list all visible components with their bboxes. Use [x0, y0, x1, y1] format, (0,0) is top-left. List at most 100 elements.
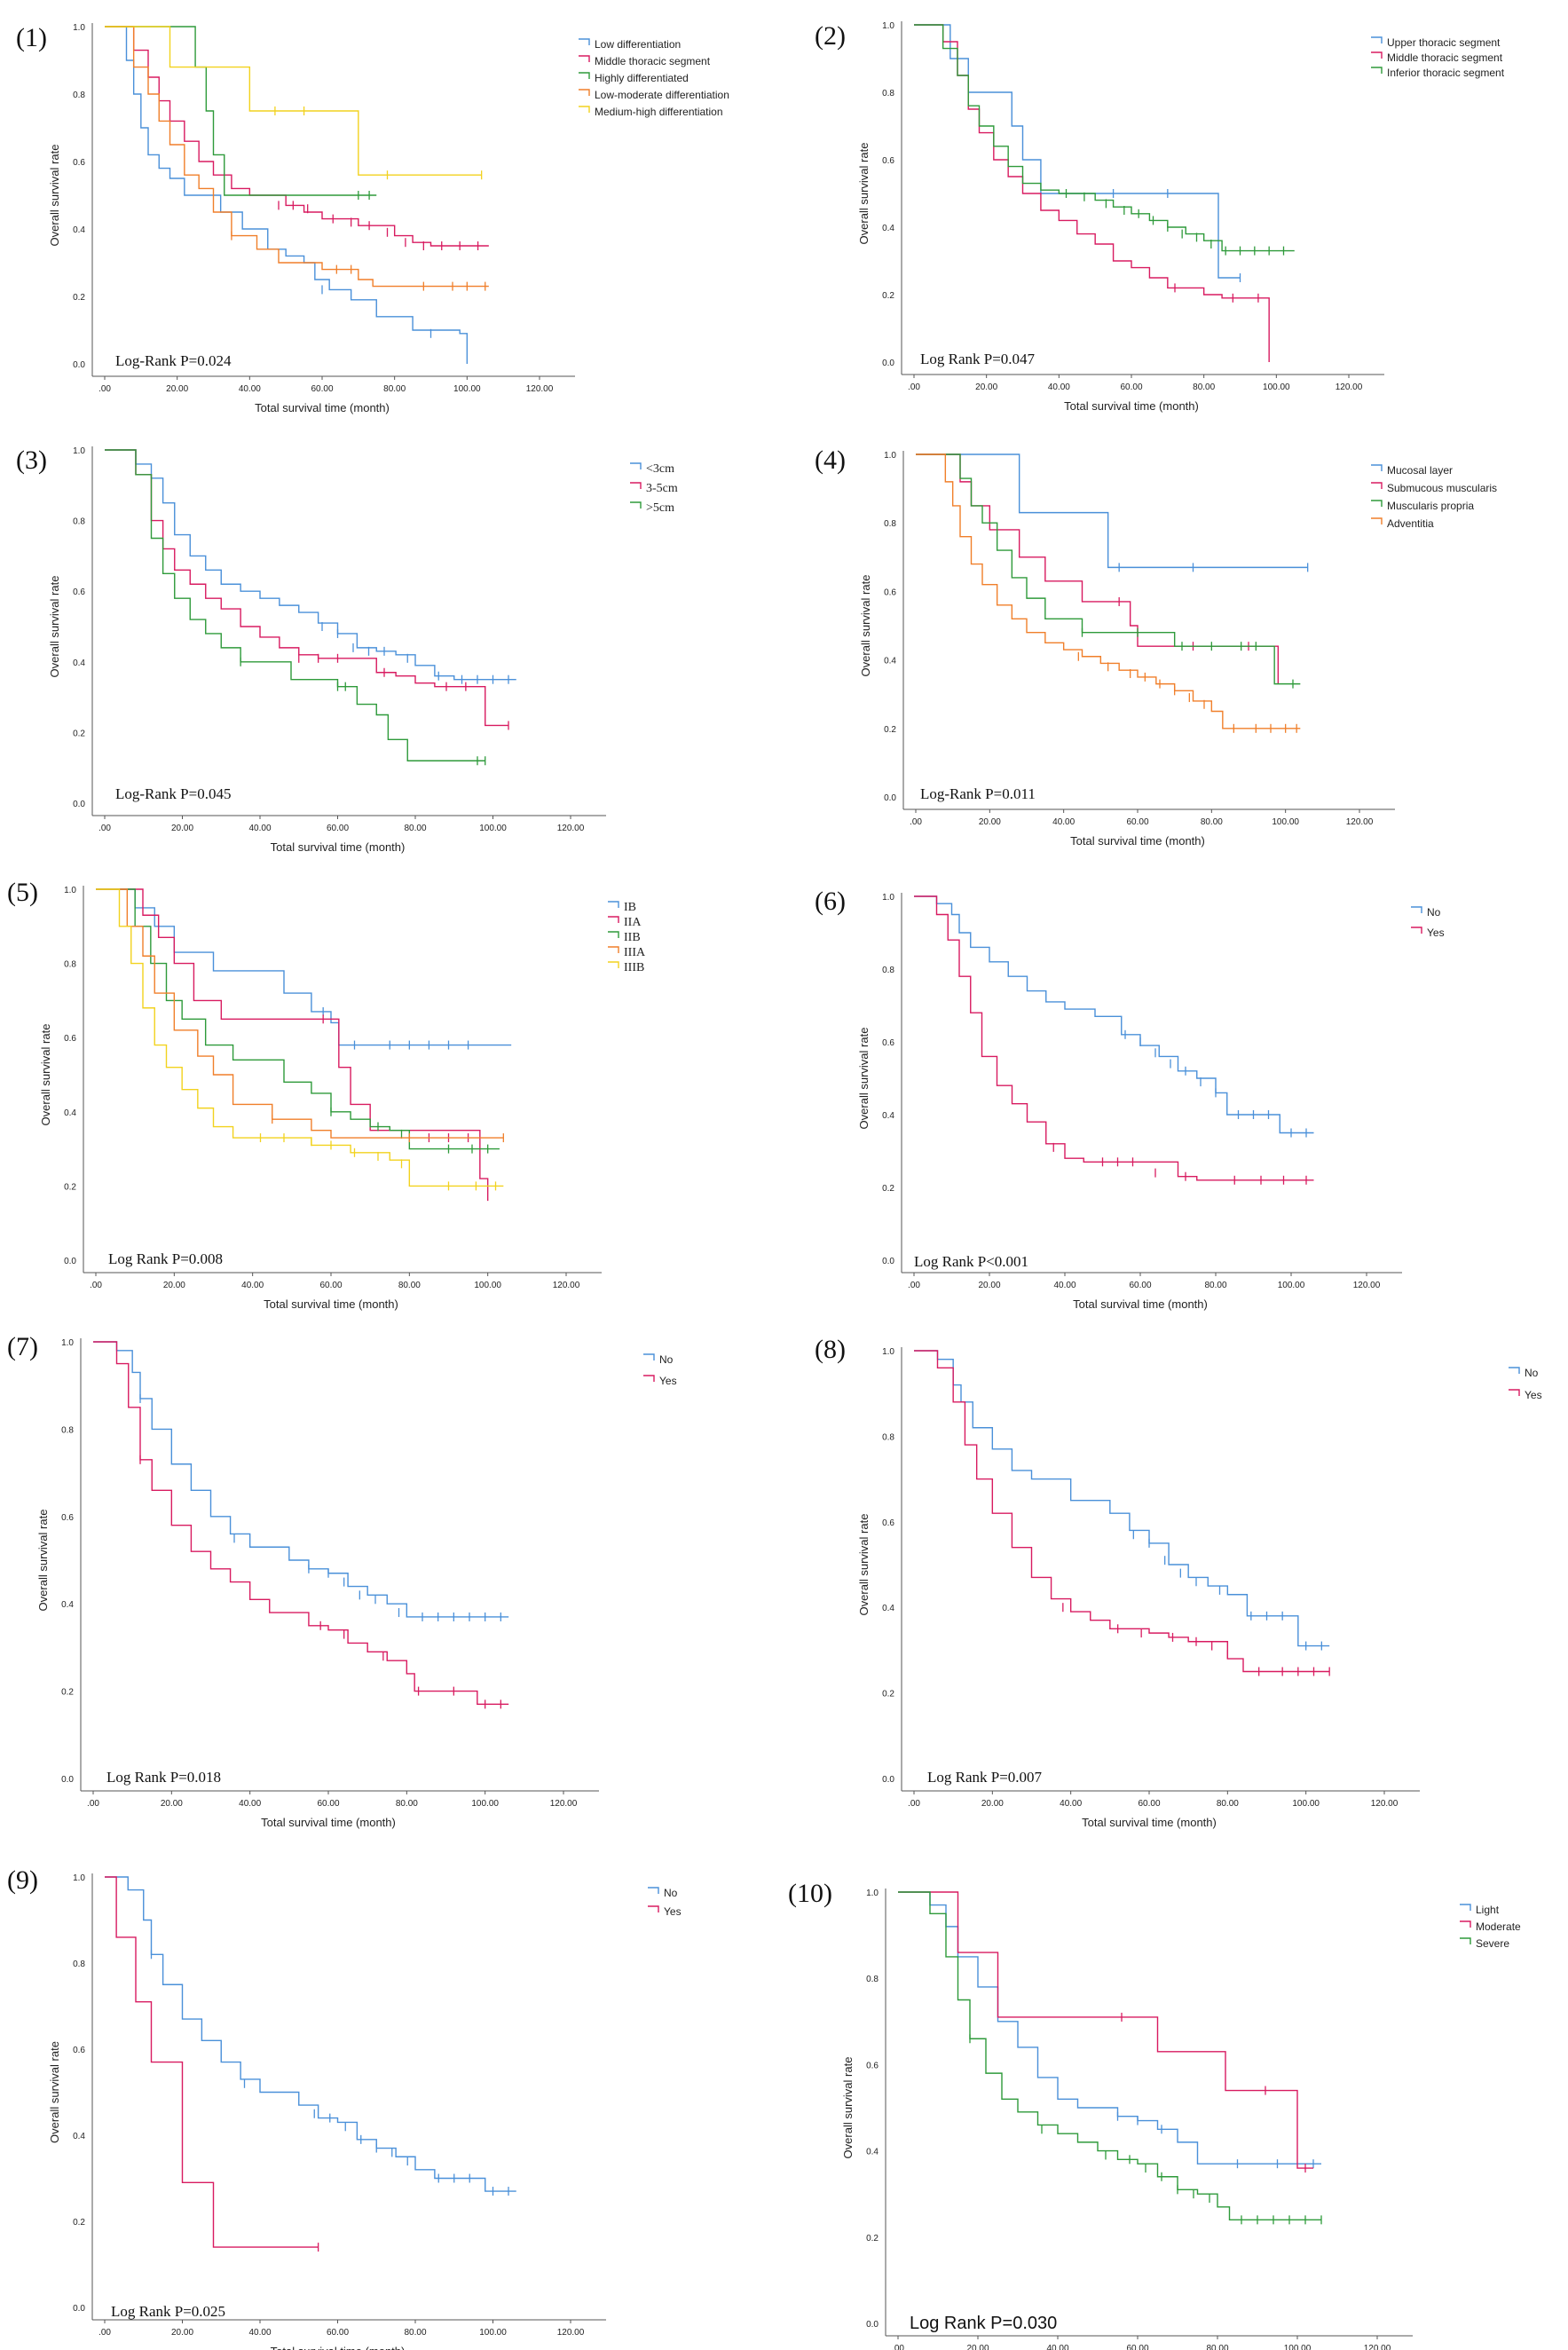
km-panel-1: (1) 0.0 0.2 0.4 0.6 0.8 1.0 .00 20.00 40.00 60.00 8…: [16, 23, 729, 414]
y-tick-label: 0.4: [882, 224, 894, 233]
y-axis-label: Overall survival rate: [48, 145, 61, 247]
panel-label: (2): [815, 21, 846, 51]
y-tick-label: 0.8: [64, 960, 76, 970]
legend-label: No: [659, 1353, 674, 1366]
legend-label: IIA: [624, 916, 642, 929]
legend-label: Low differentiation: [595, 38, 681, 51]
survival-curve: [105, 26, 482, 176]
legend-label: Medium-high differentiation: [595, 106, 723, 118]
y-tick-label: 0.0: [73, 360, 85, 370]
legend-label: No: [1525, 1367, 1539, 1379]
x-tick-label: 120.00: [1353, 1281, 1381, 1290]
x-tick-label: 80.00: [1201, 817, 1223, 827]
y-tick-label: 0.8: [73, 91, 85, 100]
survival-curve: [914, 895, 1314, 1181]
y-tick-label: 0.0: [882, 1775, 894, 1785]
legend-swatch: [1371, 517, 1383, 524]
x-tick-label: .00: [98, 2328, 111, 2338]
x-axis-label: Total survival time (month): [1082, 1816, 1217, 1829]
survival-curve: [105, 26, 377, 196]
legend-label: Mucosal layer: [1387, 464, 1453, 477]
survival-curve: [898, 1891, 1321, 2165]
survival-curve: [916, 453, 1301, 685]
panel-label: (6): [815, 887, 846, 916]
y-tick-label: 0.2: [866, 2234, 879, 2244]
legend-label: Muscularis propria: [1387, 500, 1474, 512]
log-rank-annotation: Log Rank P=0.018: [106, 1769, 221, 1786]
x-tick-label: 100.00: [1263, 382, 1290, 392]
x-tick-label: 20.00: [171, 2328, 193, 2338]
survival-curve: [916, 453, 1280, 684]
legend-swatch: [1371, 464, 1383, 471]
survival-curve: [105, 26, 489, 247]
panel-label: (1): [16, 23, 47, 52]
survival-curve: [96, 888, 500, 1150]
x-tick-label: 20.00: [163, 1281, 185, 1290]
km-panel-4: (4) 0.0 0.2 0.4 0.6 0.8 1.0 .00 20.00 40.00 60.00 8…: [815, 446, 1497, 848]
y-tick-label: 0.8: [882, 1432, 894, 1442]
y-tick-label: 0.2: [73, 293, 85, 303]
x-tick-label: 60.00: [319, 1281, 342, 1290]
panel-label: (7): [7, 1332, 38, 1361]
legend-label: Submucous muscularis: [1387, 482, 1497, 494]
x-tick-label: 80.00: [1206, 2344, 1228, 2350]
x-tick-label: 100.00: [1278, 1281, 1305, 1290]
y-tick-label: 0.8: [73, 517, 85, 527]
y-tick-label: 0.6: [73, 588, 85, 597]
log-rank-annotation: Log-Rank P=0.045: [115, 785, 231, 802]
y-tick-label: 0.0: [882, 359, 894, 368]
y-tick-label: 0.4: [61, 1600, 74, 1610]
legend-label: Light: [1476, 1904, 1500, 1916]
y-axis-label: Overall survival rate: [36, 1510, 50, 1612]
y-tick-label: 0.8: [882, 89, 894, 99]
y-tick-label: 0.2: [61, 1688, 74, 1698]
x-tick-label: 60.00: [317, 1799, 339, 1809]
y-tick-label: 1.0: [882, 1347, 894, 1357]
y-tick-label: 0.8: [61, 1425, 74, 1435]
y-tick-label: 0.6: [61, 1513, 74, 1523]
y-axis-label: Overall survival rate: [857, 143, 871, 245]
y-tick-label: 0.4: [64, 1108, 76, 1118]
y-tick-label: 0.4: [73, 2132, 85, 2141]
panel-label: (10): [788, 1879, 832, 1908]
legend-swatch: [1460, 1937, 1471, 1944]
x-tick-label: 40.00: [1048, 382, 1070, 392]
x-tick-label: 120.00: [553, 1281, 580, 1290]
y-tick-label: 0.6: [866, 2061, 879, 2070]
panel-label: (8): [815, 1335, 846, 1364]
survival-curve: [96, 888, 504, 1187]
y-tick-label: 0.2: [64, 1182, 76, 1192]
x-tick-label: .00: [87, 1799, 99, 1809]
y-tick-label: 0.6: [73, 2046, 85, 2055]
legend-label: Yes: [1525, 1389, 1542, 1401]
y-tick-label: 0.4: [73, 658, 85, 668]
legend-label: Severe: [1476, 1937, 1509, 1950]
x-tick-label: 40.00: [239, 1799, 261, 1809]
legend-swatch: [1460, 1904, 1471, 1911]
x-tick-label: 100.00: [479, 824, 507, 833]
y-tick-label: 0.8: [882, 966, 894, 975]
x-axis-label: Total survival time (month): [271, 2345, 406, 2350]
y-tick-label: 0.6: [64, 1034, 76, 1044]
x-tick-label: 80.00: [396, 1799, 418, 1809]
x-tick-label: 120.00: [557, 824, 585, 833]
legend-swatch: [643, 1375, 655, 1382]
x-axis-label: Total survival time (month): [271, 840, 406, 854]
y-tick-label: 0.0: [884, 793, 896, 803]
legend-swatch: [579, 89, 590, 96]
log-rank-annotation: Log Rank P<0.001: [914, 1253, 1028, 1270]
x-tick-label: 60.00: [1129, 1281, 1151, 1290]
km-panel-2: (2) 0.0 0.2 0.4 0.6 0.8 1.0 .00 20.00 40.00 60.00 8…: [815, 21, 1505, 413]
legend-label: Upper thoracic segment: [1387, 36, 1501, 49]
legend-label: 3-5cm: [646, 482, 678, 495]
survival-curve: [105, 1876, 319, 2248]
x-axis-label: Total survival time (month): [1073, 1297, 1208, 1311]
legend-label: <3cm: [646, 462, 674, 476]
legend-swatch: [608, 901, 619, 908]
legend-swatch: [1460, 1920, 1471, 1928]
survival-curve: [93, 1341, 509, 1706]
x-tick-label: 120.00: [550, 1799, 578, 1809]
survival-curve: [105, 449, 516, 681]
y-tick-label: 1.0: [64, 886, 76, 895]
